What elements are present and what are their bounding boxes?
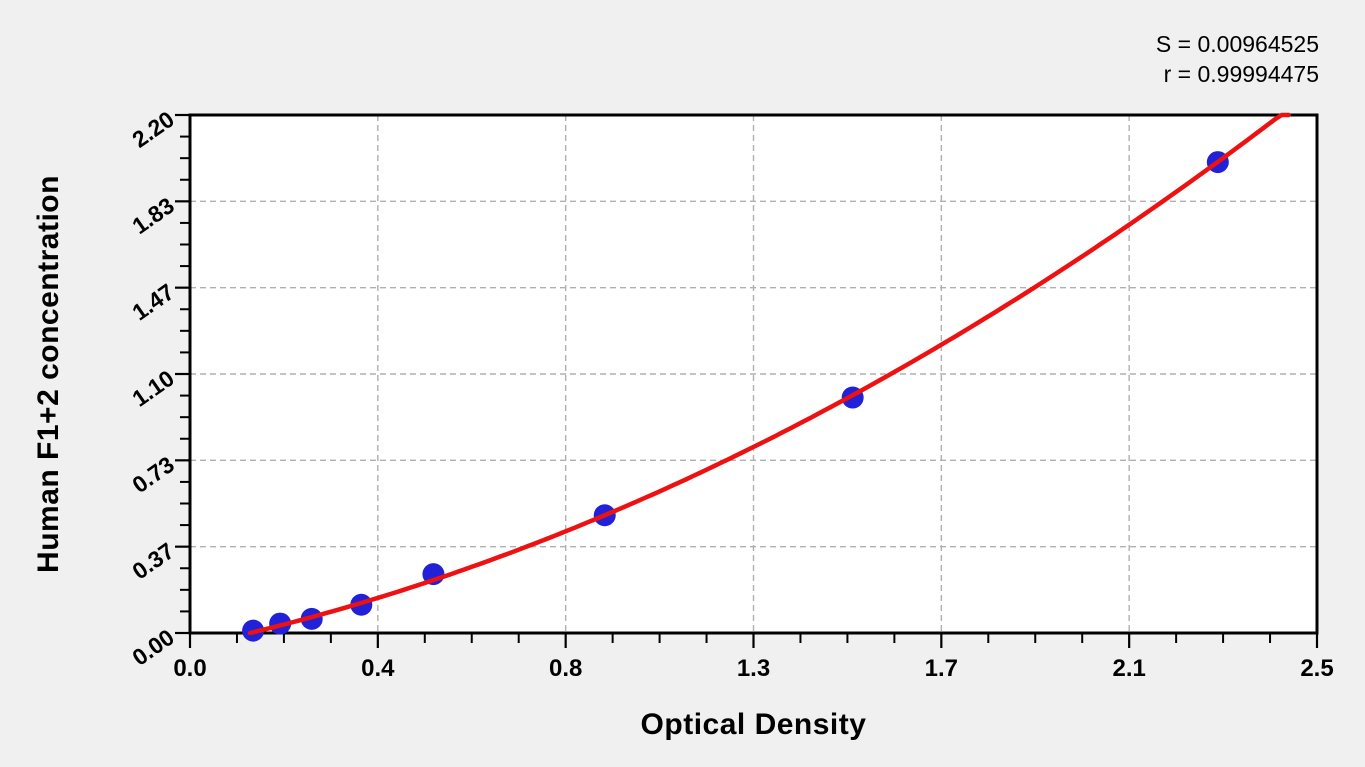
fit-statistics: S = 0.00964525 r = 0.99994475 [1156,29,1319,89]
stat-r-value: r = 0.99994475 [1163,61,1319,87]
y-tick-label: 2.20 [127,106,179,153]
y-tick-label: 1.47 [127,278,179,325]
y-tick-label: 1.83 [127,192,179,239]
plot-frame [188,113,1319,635]
y-axis-title: Human F1+2 concentration [32,175,65,573]
x-tick-label: 2.1 [1112,655,1145,682]
x-tick-label: 0.4 [361,655,395,682]
x-axis-title: Optical Density [640,708,867,741]
fit-curve [247,112,1291,636]
y-tick-label: 0.00 [127,624,179,671]
stat-s-value: S = 0.00964525 [1155,31,1319,57]
x-tick-label: 0.8 [549,655,582,682]
x-tick-label: 1.3 [737,655,770,682]
x-tick-label: 2.5 [1300,655,1333,682]
y-tick-label: 1.10 [127,365,179,412]
x-tick-label: 1.7 [925,655,958,682]
x-tick-label: 0.0 [173,655,206,682]
y-tick-label: 0.73 [127,451,179,498]
y-tick-label: 0.37 [127,537,179,584]
